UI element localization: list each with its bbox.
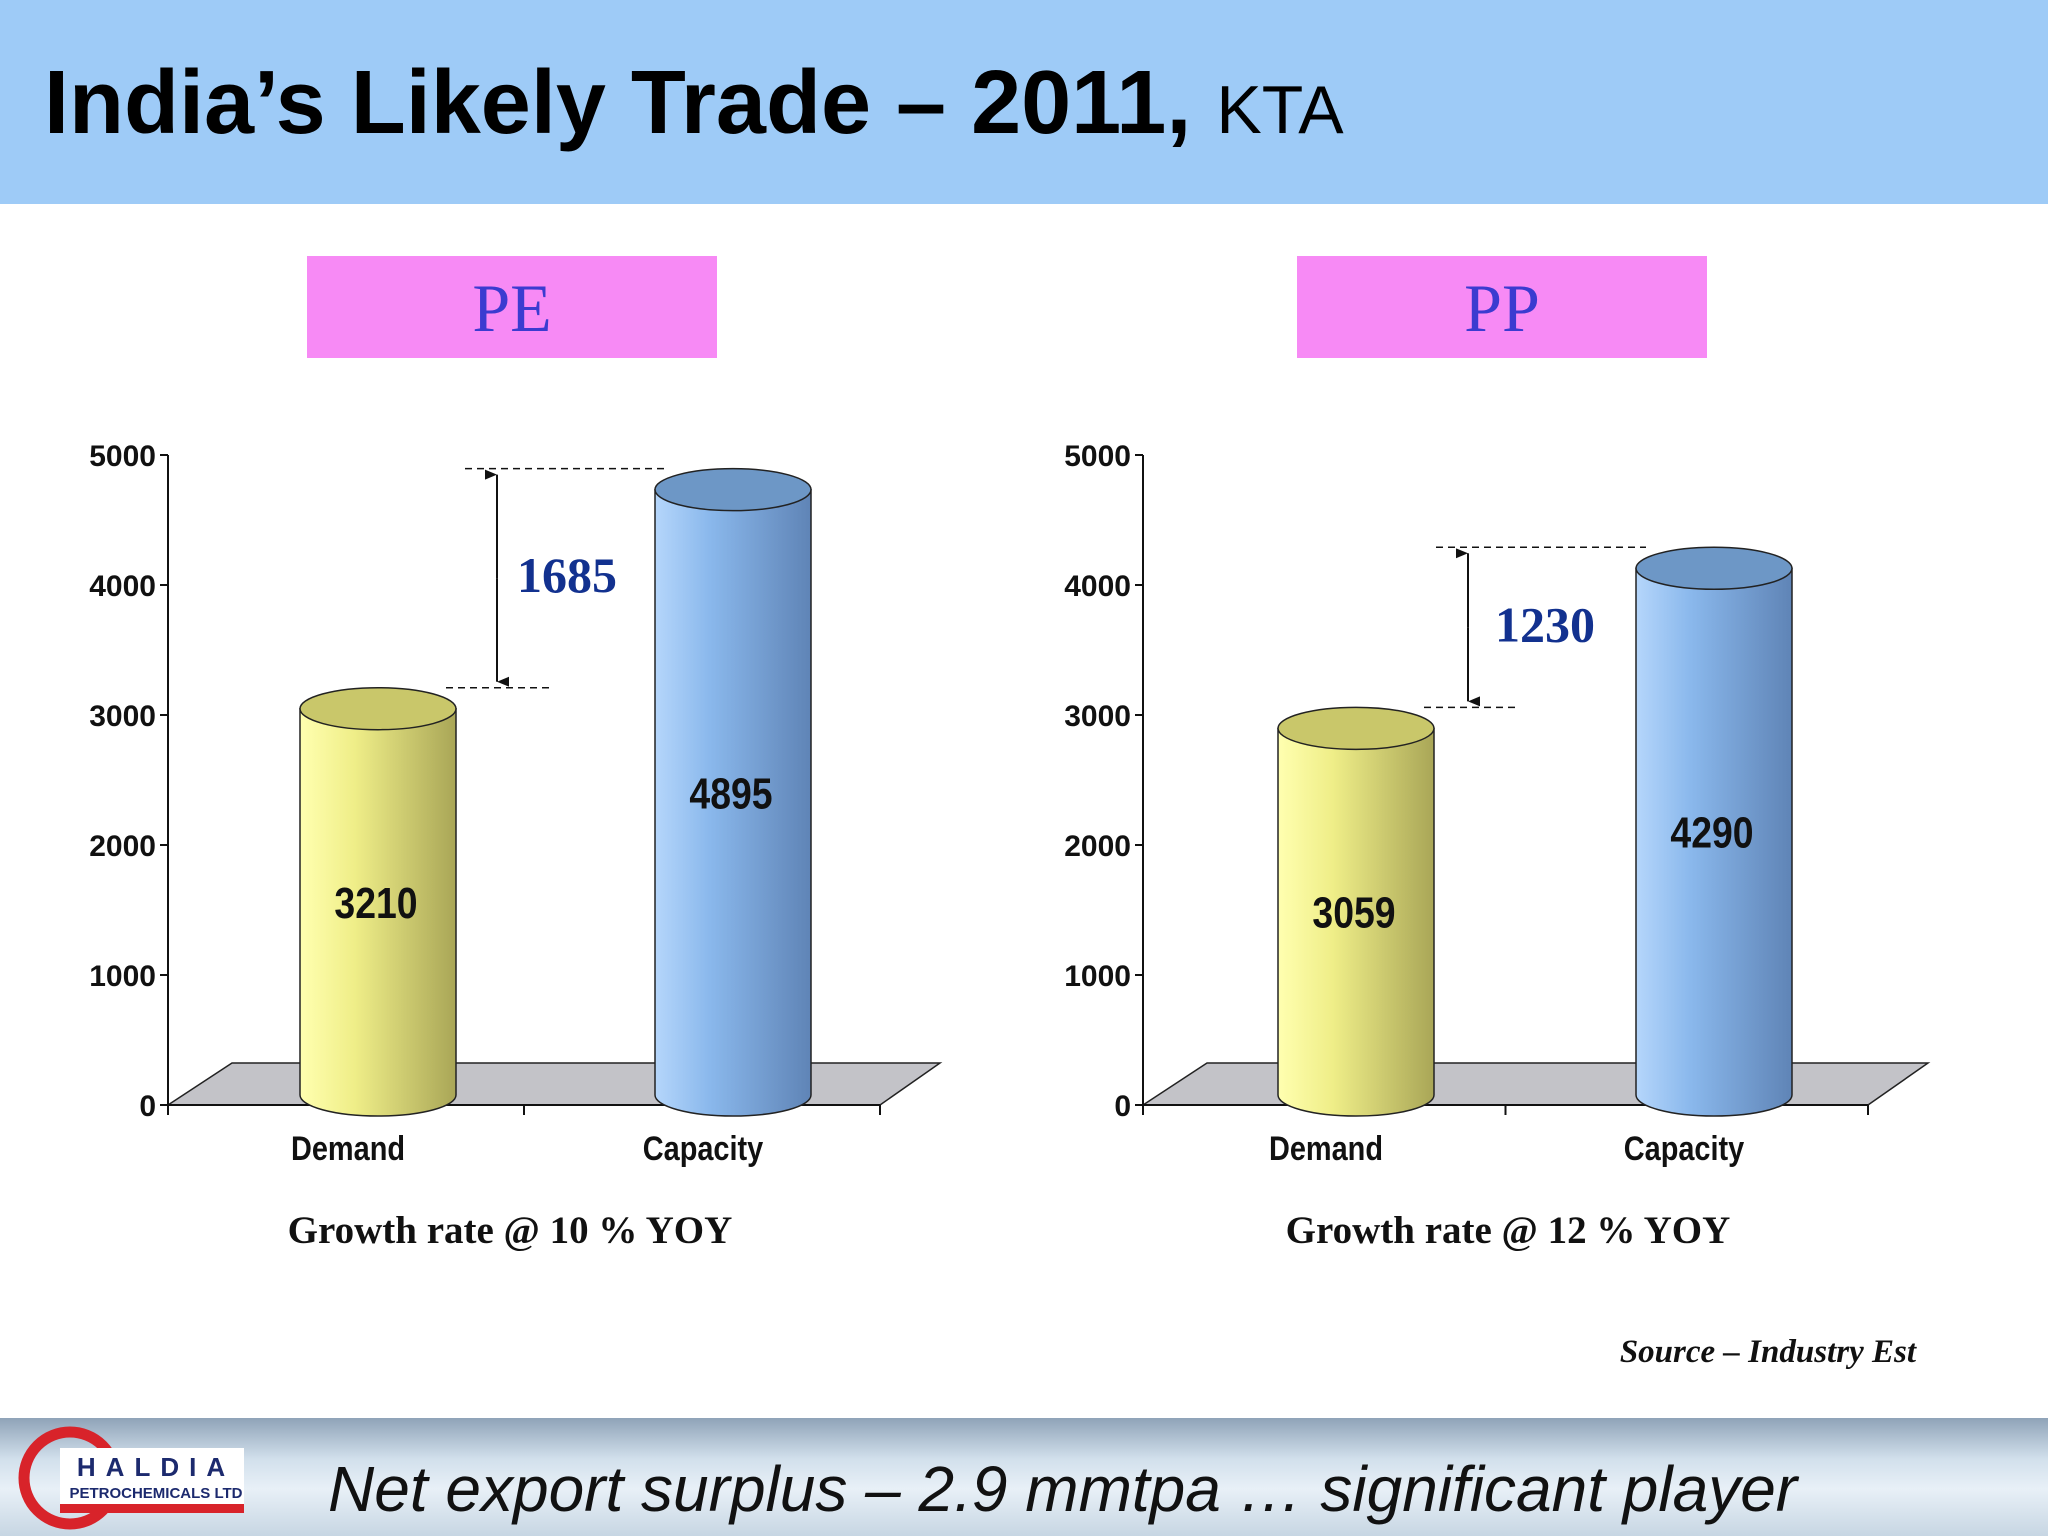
pp-y-tick-label-3000: 3000 (1064, 700, 1131, 733)
pe-growth-rate: Growth rate @ 10 % YOY (287, 1209, 733, 1252)
pe-y-tick-label-1000: 1000 (89, 960, 156, 993)
pe-bar-top-demand (299, 686, 457, 731)
pe-chart: 0 1000 2000 3000 4000 5000 3210 Demand 4895 Capac… (89, 440, 943, 1168)
pe-bar-top-capacity (654, 467, 812, 512)
pp-y-tick-label-2000: 2000 (1064, 830, 1131, 863)
logo-subtitle: PETROCHEMICALS LTD (69, 1485, 242, 1502)
pe-y-tick-label-2000: 2000 (89, 830, 156, 863)
pe-chart-floor (165, 1062, 943, 1106)
pe-y-tick-label-4000: 4000 (89, 570, 156, 603)
haldia-logo: HALDIA PETROCHEMICALS LTD (18, 1426, 244, 1530)
logo-name: HALDIA (77, 1452, 235, 1482)
footer-message: Net export surplus – 2.9 mmtpa … signifi… (328, 1453, 1798, 1525)
slide-title-main: India’s Likely Trade – 2011, (44, 53, 1192, 153)
pp-y-tick-label-1000: 1000 (1064, 960, 1131, 993)
pp-gap-label: 1230 (1495, 596, 1595, 652)
pe-bar-demand (299, 707, 457, 1117)
panel-label-pe: PE (307, 256, 717, 358)
title-bar: India’s Likely Trade – 2011, KTA (0, 0, 2048, 204)
pp-bar-capacity (1635, 567, 1793, 1117)
pe-category-label-capacity: Capacity (643, 1129, 764, 1168)
source-note: Source – Industry Est (1619, 1334, 1916, 1370)
pp-y-tick-label-0: 0 (1114, 1090, 1131, 1123)
pp-y-tick-label-4000: 4000 (1064, 570, 1131, 603)
pp-value-label-capacity: 4290 (1670, 808, 1753, 858)
pe-value-label-demand: 3210 (334, 878, 417, 928)
panel-label-pp: PP (1297, 256, 1707, 358)
slide-title-unit: KTA (1216, 72, 1344, 148)
pe-bar-capacity (654, 488, 812, 1117)
pp-bar-top-capacity (1635, 546, 1793, 591)
logo-underline (60, 1504, 244, 1513)
pp-growth-rate: Growth rate @ 12 % YOY (1285, 1209, 1731, 1252)
pp-bar-top-demand (1277, 706, 1435, 751)
pp-bar-demand (1277, 727, 1435, 1117)
slide-title: India’s Likely Trade – 2011, KTA (44, 52, 1344, 155)
pe-value-label-capacity: 4895 (689, 768, 772, 818)
pp-y-tick-label-5000: 5000 (1064, 440, 1131, 473)
footer-bar (0, 1418, 2048, 1536)
pp-chart-floor (1140, 1062, 1931, 1106)
pp-value-label-demand: 3059 (1312, 888, 1395, 938)
pe-y-tick-label-3000: 3000 (89, 700, 156, 733)
logo-plate (60, 1448, 244, 1506)
pp-chart: 0 1000 2000 3000 4000 5000 3059 Demand 4290 Capac… (1064, 440, 1931, 1168)
pp-category-label-demand: Demand (1269, 1129, 1383, 1168)
pe-category-label-demand: Demand (291, 1129, 405, 1168)
pe-y-tick-label-5000: 5000 (89, 440, 156, 473)
pe-gap-label: 1685 (517, 547, 617, 603)
pe-y-tick-label-0: 0 (139, 1090, 156, 1123)
pp-category-label-capacity: Capacity (1624, 1129, 1745, 1168)
